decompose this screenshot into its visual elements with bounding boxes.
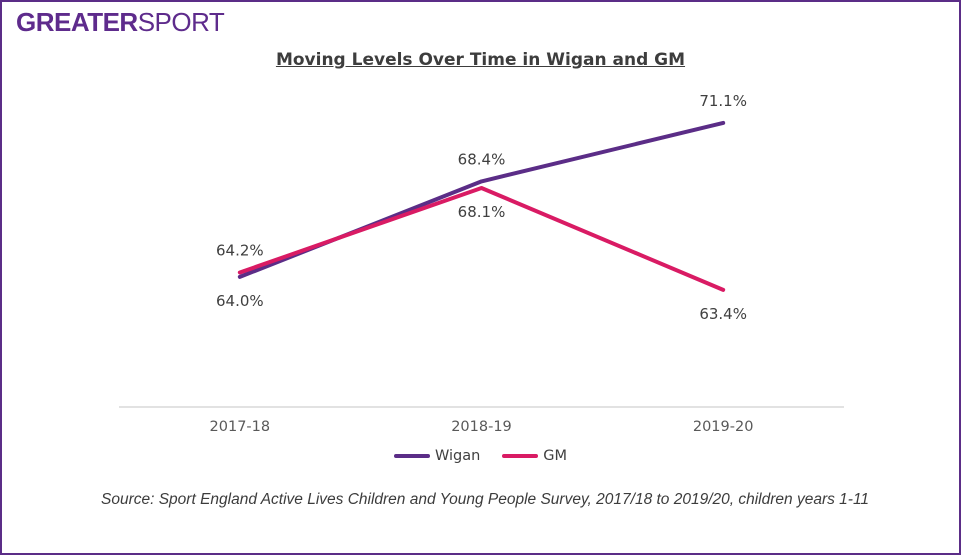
chart-legend: Wigan GM <box>2 448 959 464</box>
data-label-wigan: 68.4% <box>458 150 506 168</box>
data-label-gm: 64.2% <box>216 242 264 260</box>
data-label-gm: 63.4% <box>699 305 747 323</box>
legend-item-wigan: Wigan <box>393 448 481 464</box>
source-note: Source: Sport England Active Lives Child… <box>101 491 870 508</box>
data-label-gm: 68.1% <box>458 203 506 221</box>
logo-text-greater: GREATER <box>16 7 138 37</box>
legend-label-wigan: Wigan <box>434 448 481 464</box>
legend-swatch-gm <box>502 454 539 458</box>
legend-swatch-wigan <box>393 454 430 458</box>
legend-item-gm: GM <box>502 448 567 464</box>
data-label-wigan: 71.1% <box>699 92 747 110</box>
chart-svg: 2017-18 2018-19 2019-20 64.0% 68.4% 71.1% 64.2… <box>119 92 844 435</box>
data-label-wigan: 64.0% <box>216 292 264 310</box>
legend-label-gm: GM <box>543 448 568 464</box>
x-tick-label: 2017-18 <box>210 419 271 435</box>
logo-text-sport: SPORT <box>137 7 225 37</box>
x-tick-label: 2019-20 <box>693 419 754 435</box>
chart-line-gm <box>237 186 726 292</box>
greatersport-logo: GREATERSPORT <box>16 7 225 38</box>
x-tick-label: 2018-19 <box>451 419 512 435</box>
chart-title: Moving Levels Over Time in Wigan and GM <box>275 50 686 70</box>
chart-line-wigan <box>237 120 726 279</box>
